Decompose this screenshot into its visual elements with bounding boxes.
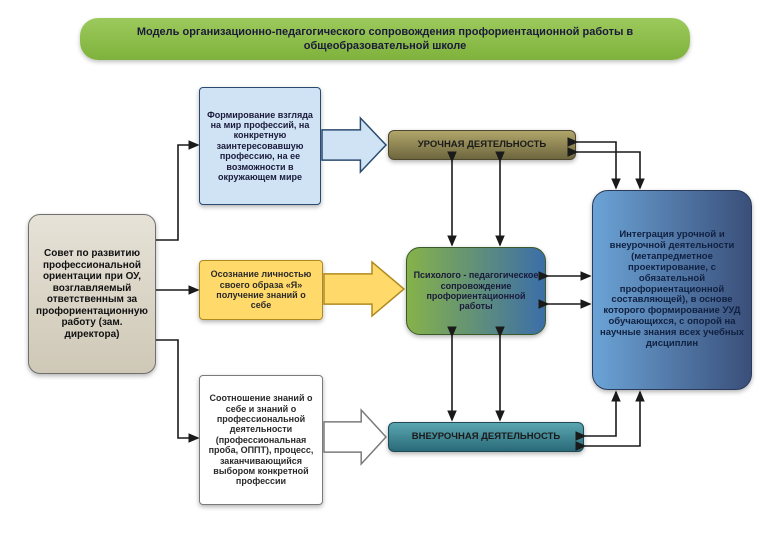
node-selfimage-text: Осознание личностью своего образа «Я» по…: [206, 269, 316, 310]
node-central: Психолого - педагогическое сопровождение…: [406, 247, 546, 335]
node-correlation-text: Соотношение знаний о себе и знаний о про…: [206, 393, 316, 486]
node-formation-text: Формирование взгляда на мир профессий, н…: [206, 110, 314, 182]
arrow-correlation-to-extracur: [324, 410, 386, 464]
arrow-selfimage-to-central: [324, 262, 404, 316]
node-formation: Формирование взгляда на мир профессий, н…: [199, 87, 321, 205]
node-integration-text: Интеграция урочной и внеурочной деятельн…: [599, 230, 745, 350]
node-integration: Интеграция урочной и внеурочной деятельн…: [592, 190, 752, 390]
node-central-text: Психолого - педагогическое сопровождение…: [413, 270, 539, 311]
node-council: Совет по развитию профессиональной ориен…: [28, 214, 156, 374]
diagram-title: Модель организационно-педагогического со…: [80, 18, 690, 60]
arrow-formation-to-lesson: [322, 118, 386, 172]
node-lesson-activity: УРОЧНАЯ ДЕЯТЕЛЬНОСТЬ: [388, 130, 576, 160]
node-extracurricular-text: ВНЕУРОЧНАЯ ДЕЯТЕЛЬНОСТЬ: [412, 432, 561, 443]
node-extracurricular: ВНЕУРОЧНАЯ ДЕЯТЕЛЬНОСТЬ: [388, 422, 584, 452]
node-selfimage: Осознание личностью своего образа «Я» по…: [199, 260, 323, 320]
node-council-text: Совет по развитию профессиональной ориен…: [35, 248, 149, 340]
diagram-title-text: Модель организационно-педагогического со…: [94, 25, 676, 54]
node-lesson-text: УРОЧНАЯ ДЕЯТЕЛЬНОСТЬ: [418, 140, 546, 151]
node-correlation: Соотношение знаний о себе и знаний о про…: [199, 375, 323, 505]
